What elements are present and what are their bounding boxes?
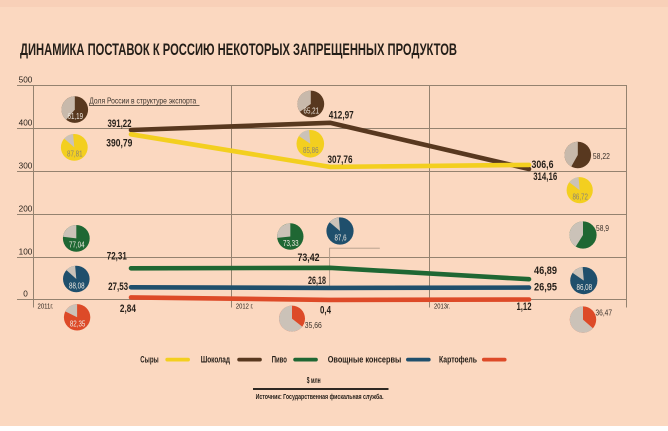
svg-text:86,72: 86,72 [572,192,588,202]
svg-text:307,76: 307,76 [328,154,353,166]
svg-text:Сыры: Сыры [140,355,159,365]
svg-text:2,84: 2,84 [120,303,137,315]
svg-text:1,12: 1,12 [517,301,532,313]
svg-text:82,35: 82,35 [70,319,86,329]
svg-text:73,42: 73,42 [298,252,320,264]
svg-text:72,31: 72,31 [107,250,127,262]
svg-text:46,89: 46,89 [534,265,557,277]
svg-text:314,16: 314,16 [533,171,557,183]
svg-text:0: 0 [23,290,28,299]
svg-text:26,18: 26,18 [308,275,326,287]
svg-text:200: 200 [19,205,33,214]
svg-text:87,6: 87,6 [335,232,347,242]
svg-text:390,79: 390,79 [106,138,132,150]
svg-text:73,33: 73,33 [283,238,299,248]
svg-text:36,47: 36,47 [596,308,613,318]
svg-text:ДИНАМИКА ПОСТАВОК К РОССИЮ НЕК: ДИНАМИКА ПОСТАВОК К РОССИЮ НЕКОТОРЫХ ЗАП… [20,40,457,59]
svg-text:Картофель: Картофель [439,355,477,365]
svg-text:86,08: 86,08 [577,282,593,292]
svg-text:77,04: 77,04 [69,240,85,250]
svg-text:0,4: 0,4 [320,305,332,317]
svg-text:$ млн: $ млн [307,376,321,385]
svg-text:2013г.: 2013г. [434,302,450,311]
svg-text:27,53: 27,53 [108,281,128,293]
svg-text:500: 500 [19,76,33,85]
svg-text:Шоколад: Шоколад [201,355,231,365]
svg-text:58,22: 58,22 [593,151,610,161]
svg-text:58,9: 58,9 [596,223,609,233]
svg-text:2012 г.: 2012 г. [236,302,254,311]
svg-text:Овощные консервы: Овощные консервы [328,355,402,365]
svg-text:26,95: 26,95 [534,281,557,293]
svg-text:391,22: 391,22 [108,118,132,130]
svg-text:Пиво: Пиво [272,355,288,365]
svg-text:61,19: 61,19 [68,111,84,121]
svg-text:2011г.: 2011г. [38,302,54,311]
svg-text:306,6: 306,6 [532,159,554,171]
svg-text:65,21: 65,21 [304,105,320,115]
svg-text:35,66: 35,66 [305,320,322,330]
svg-text:87,81: 87,81 [67,149,83,159]
svg-text:400: 400 [19,119,33,128]
svg-text:88,08: 88,08 [69,280,85,290]
svg-text:Доля России в структуре экспор: Доля России в структуре экспорта [89,96,196,105]
svg-text:100: 100 [19,248,33,257]
svg-text:Источник: Государственная фиск: Источник: Государственная фискальная слу… [256,393,384,401]
svg-text:300: 300 [19,162,33,171]
svg-text:412,97: 412,97 [329,110,354,122]
svg-text:85,86: 85,86 [303,145,319,155]
